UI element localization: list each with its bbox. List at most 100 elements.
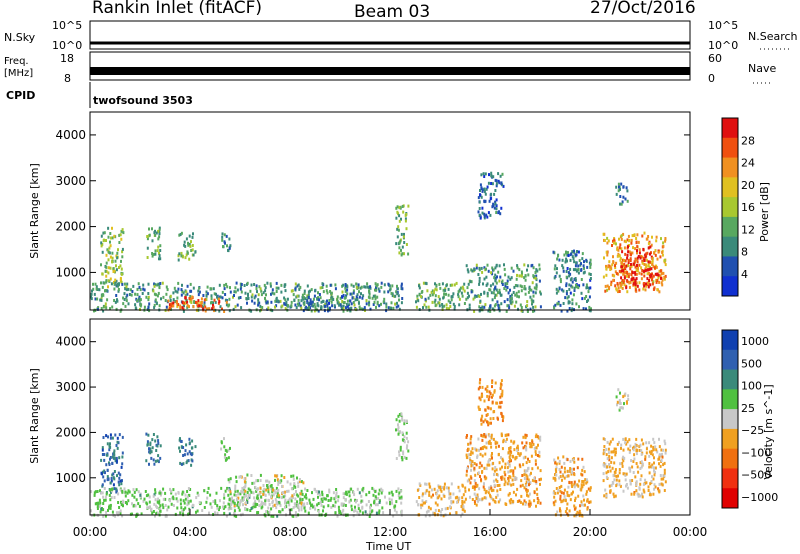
velocity-echo-cell bbox=[441, 508, 444, 511]
velocity-echo-cell bbox=[284, 505, 286, 509]
velocity-echo-cell bbox=[477, 437, 480, 441]
velocity-echo-cell bbox=[664, 451, 667, 455]
velocity-echo-cell bbox=[607, 447, 610, 451]
power-echo-cell bbox=[126, 293, 129, 297]
velocity-echo-cell bbox=[496, 441, 499, 445]
power-echo-cell bbox=[565, 292, 568, 296]
velocity-echo-cell bbox=[585, 492, 588, 496]
power-echo-cell bbox=[498, 279, 501, 283]
power-echo-cell bbox=[404, 219, 407, 223]
power-echo-cell bbox=[613, 237, 616, 240]
power-echo-cell bbox=[647, 260, 650, 264]
power-echo-cell bbox=[334, 287, 337, 291]
power-echo-cell bbox=[94, 297, 97, 301]
velocity-echo-cell bbox=[176, 506, 179, 510]
velocity-echo-cell bbox=[254, 485, 257, 489]
power-echo-cell bbox=[483, 277, 486, 281]
velocity-echo-cell bbox=[103, 479, 106, 483]
velocity-echo-cell bbox=[341, 510, 344, 514]
velocity-echo-cell bbox=[103, 458, 106, 462]
velocity-echo-cell bbox=[208, 511, 210, 515]
power-echo-cell bbox=[467, 282, 470, 286]
power-echo-cell bbox=[239, 287, 242, 291]
velocity-echo-cell bbox=[526, 493, 528, 497]
velocity-echo-cell bbox=[535, 481, 538, 485]
velocity-echo-cell bbox=[605, 494, 608, 498]
velocity-echo-cell bbox=[629, 469, 632, 473]
velocity-echo-cell bbox=[449, 495, 452, 499]
velocity-echo-cell bbox=[242, 498, 245, 502]
power-echo-cell bbox=[554, 264, 557, 268]
velocity-echo-cell bbox=[558, 468, 561, 471]
power-echo-cell bbox=[346, 299, 349, 303]
power-echo-cell bbox=[400, 217, 402, 221]
power-echo-cell bbox=[385, 305, 388, 309]
velocity-echo-cell bbox=[157, 497, 160, 501]
velocity-echo-cell bbox=[573, 467, 575, 471]
velocity-echo-cell bbox=[241, 486, 244, 490]
power-echo-cell bbox=[626, 290, 629, 294]
power-echo-cell bbox=[376, 302, 379, 306]
power-echo-cell bbox=[491, 307, 494, 311]
velocity-echo-cell bbox=[491, 395, 493, 399]
velocity-echo-cell bbox=[533, 499, 536, 503]
power-echo-cell bbox=[494, 189, 497, 192]
power-echo-cell bbox=[638, 271, 641, 275]
power-echo-cell bbox=[125, 299, 128, 303]
power-echo-cell bbox=[206, 285, 209, 289]
power-echo-cell bbox=[158, 230, 161, 234]
power-echo-cell bbox=[588, 295, 591, 299]
velocity-echo-cell bbox=[492, 488, 495, 492]
velocity-echo-cell bbox=[190, 463, 193, 467]
power-echo-cell bbox=[495, 207, 498, 211]
power-echo-cell bbox=[191, 248, 194, 252]
velocity-echo-cell bbox=[624, 437, 627, 441]
velocity-echo-cell bbox=[105, 434, 108, 438]
power-echo-cell bbox=[621, 200, 624, 204]
velocity-echo-cell bbox=[660, 459, 663, 463]
velocity-echo-cell bbox=[245, 494, 248, 498]
velocity-echo-cell bbox=[391, 493, 394, 497]
power-echo-cell bbox=[609, 265, 612, 269]
velocity-echo-cell bbox=[532, 442, 535, 446]
power-echo-cell bbox=[114, 259, 117, 263]
power-echo-cell bbox=[348, 303, 351, 307]
velocity-echo-cell bbox=[353, 509, 355, 513]
velocity-echo-cell bbox=[602, 437, 605, 441]
velocity-echo-cell bbox=[290, 508, 293, 512]
power-echo-cell bbox=[607, 239, 610, 243]
power-echo-cell bbox=[488, 199, 491, 203]
velocity-echo-cell bbox=[436, 503, 439, 507]
power-echo-cell bbox=[180, 251, 183, 255]
power-echo-cell bbox=[401, 245, 404, 249]
velocity-echo-cell bbox=[154, 514, 156, 518]
velocity-echo-cell bbox=[495, 478, 498, 482]
freq-panel-frame bbox=[89, 51, 691, 81]
power-echo-cell bbox=[510, 296, 513, 300]
velocity-echo-cell bbox=[395, 418, 398, 422]
power-echo-cell bbox=[626, 280, 629, 284]
velocity-echo-cell bbox=[468, 453, 471, 457]
velocity-echo-cell bbox=[558, 486, 561, 489]
velocity-echo-cell bbox=[639, 461, 642, 465]
velocity-y-tick-label: 3000 bbox=[55, 380, 86, 394]
power-echo-cell bbox=[166, 288, 169, 292]
power-echo-cell bbox=[157, 229, 160, 233]
power-echo-cell bbox=[346, 285, 349, 289]
velocity-colorbar-tick: −500 bbox=[741, 469, 771, 482]
velocity-echo-cell bbox=[253, 496, 256, 500]
velocity-echo-cell bbox=[563, 461, 566, 465]
velocity-echo-cell bbox=[522, 435, 525, 439]
velocity-echo-cell bbox=[183, 453, 186, 457]
velocity-echo-cell bbox=[133, 495, 136, 499]
power-echo-cell bbox=[664, 274, 667, 278]
velocity-echo-cell bbox=[561, 478, 563, 482]
power-echo-cell bbox=[441, 305, 444, 309]
velocity-echo-cell bbox=[622, 448, 625, 452]
power-echo-cell bbox=[219, 305, 222, 309]
velocity-colorbar-swatch bbox=[722, 389, 738, 410]
velocity-echo-cell bbox=[120, 482, 123, 486]
velocity-echo-cell bbox=[372, 493, 375, 497]
power-echo-cell bbox=[420, 295, 423, 299]
